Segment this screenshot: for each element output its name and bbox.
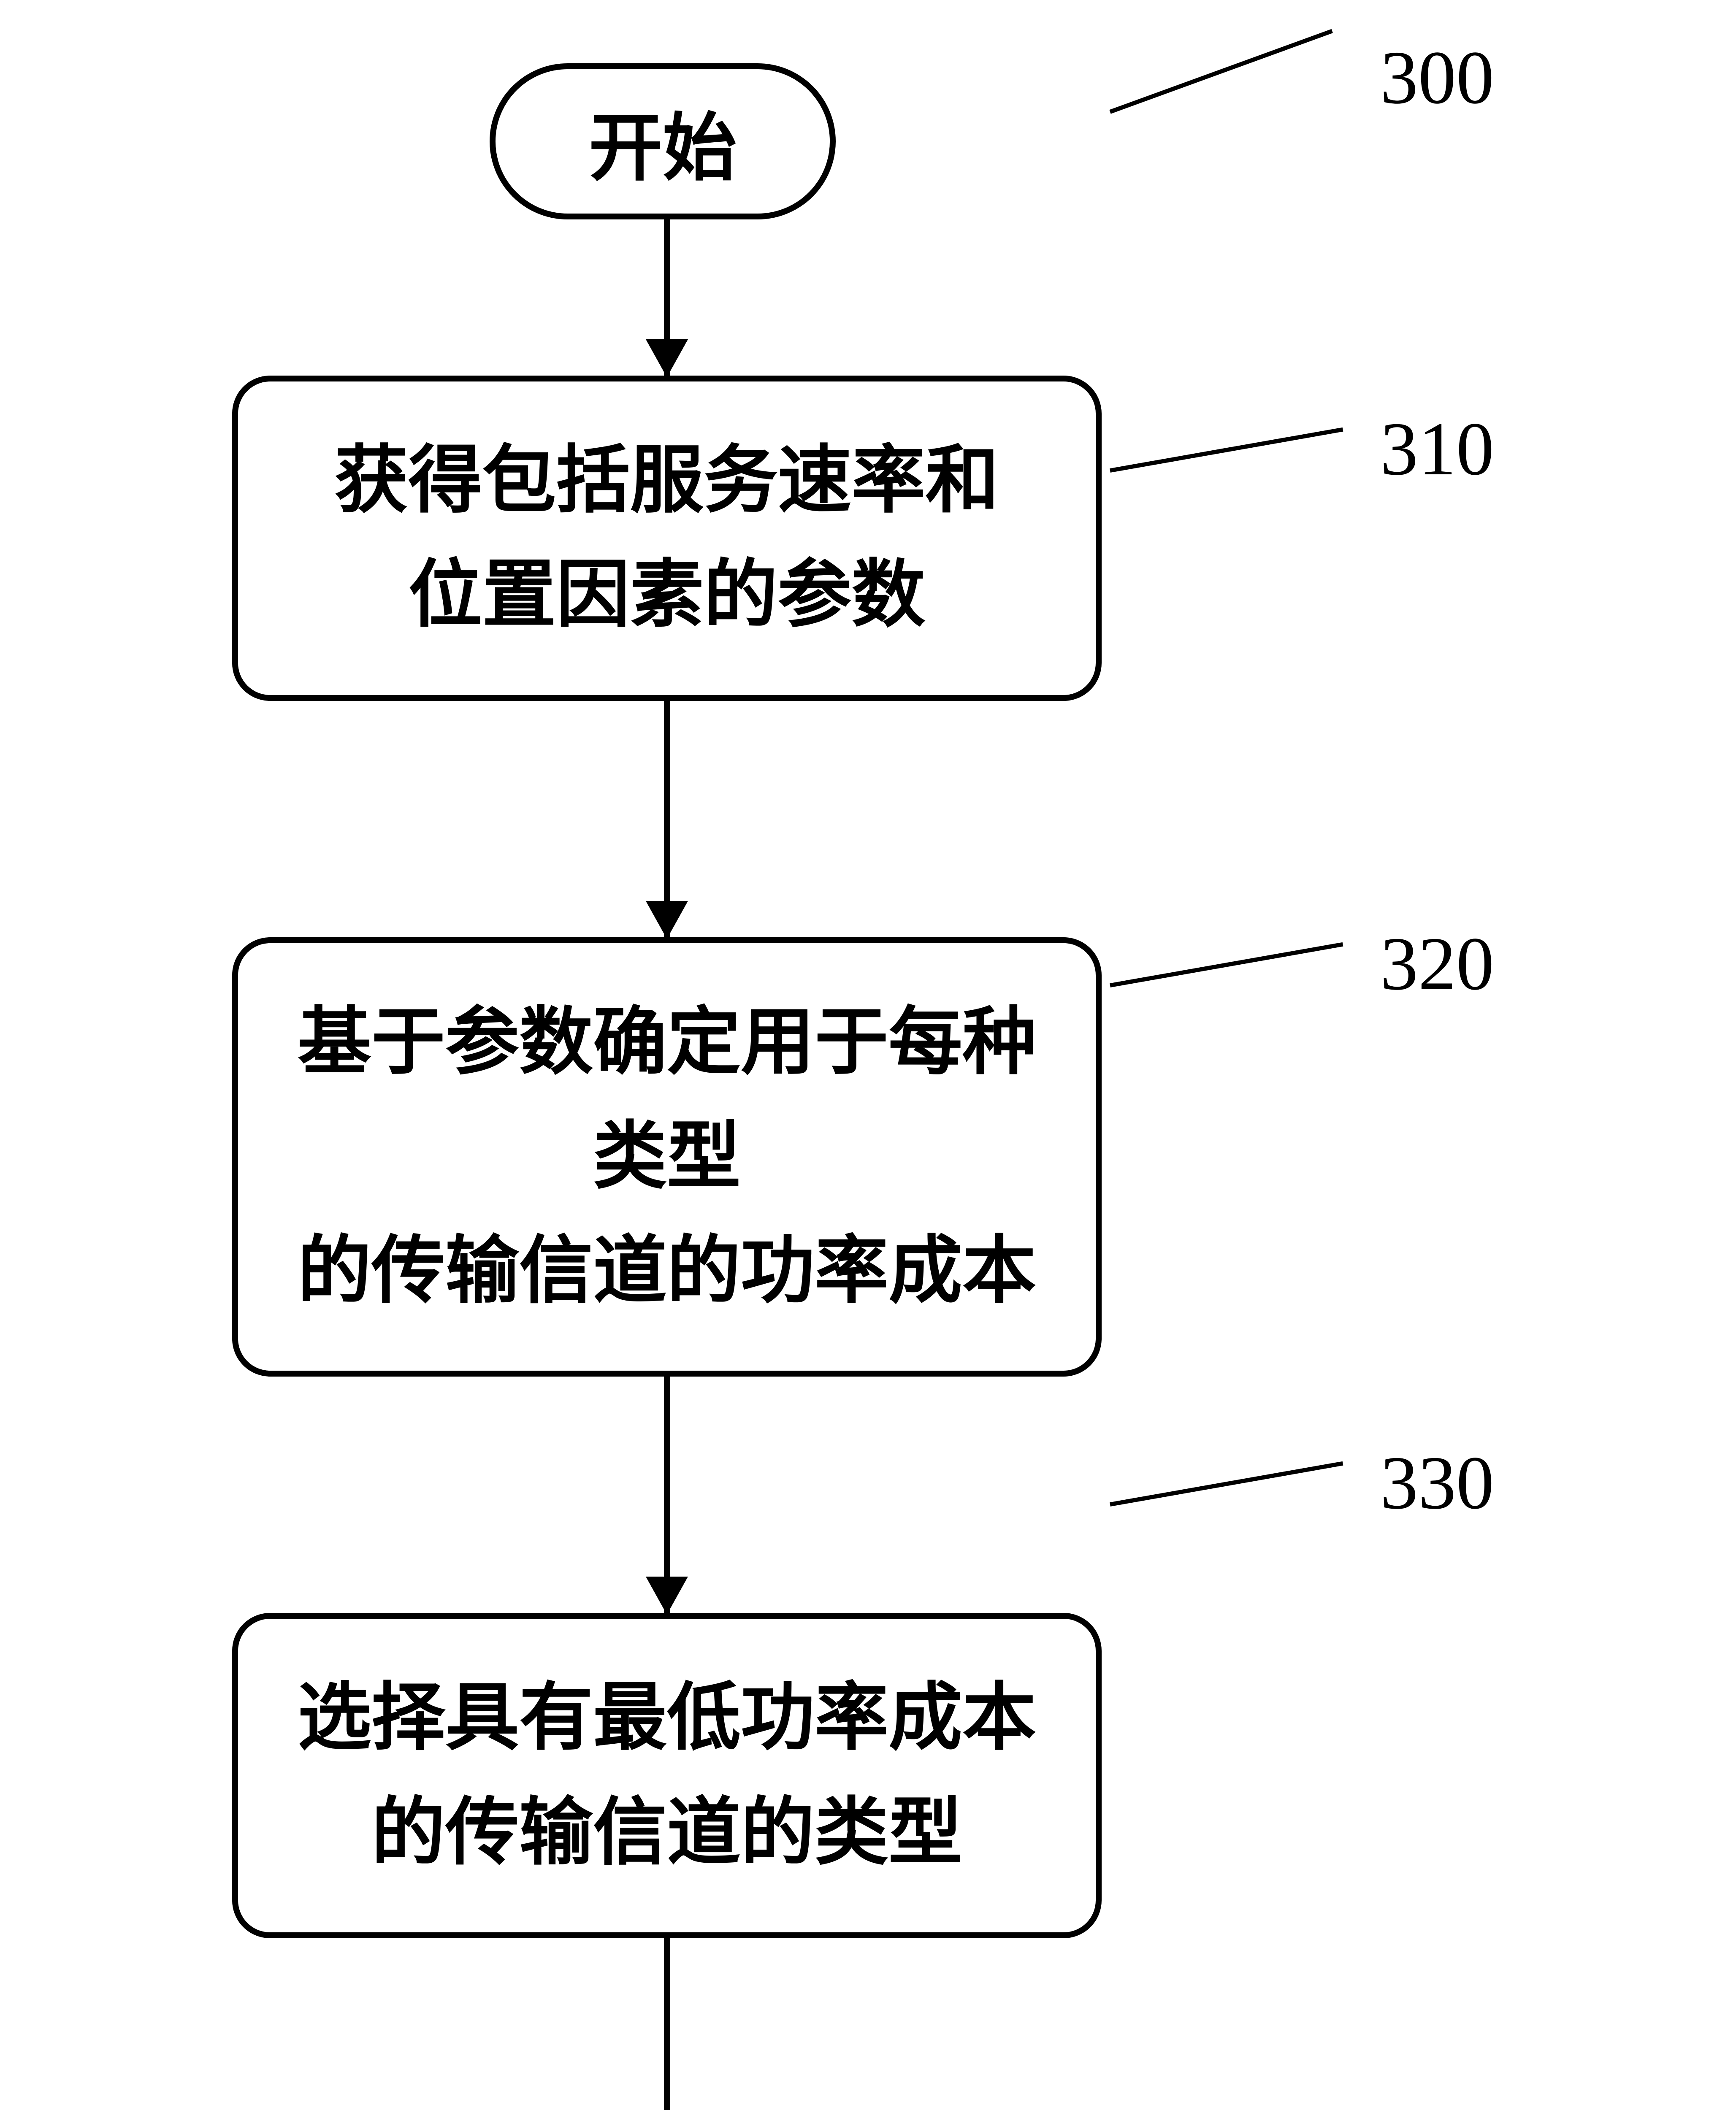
flowchart-container: 300 开始 获得包括服务速率和 位置因素的参数 310 基于参数确定用于每种类… [232,63,1583,2110]
arrow-1 [232,219,1102,376]
leader-line-310 [1110,427,1343,473]
step1-line2: 位置因素的参数 [409,554,926,636]
step3-ref-label: 330 [1380,1439,1494,1526]
leader-line-320 [1110,942,1343,987]
step3-node: 选择具有最低功率成本 的传输信道的类型 [232,1613,1102,1938]
step1-node: 获得包括服务速率和 位置因素的参数 [232,376,1102,701]
leader-line-300 [1109,29,1333,114]
arrow-2 [232,701,1102,937]
start-label: 开始 [589,88,737,195]
arrow-4 [232,1938,1102,2110]
step1-ref-label: 310 [1380,405,1494,492]
step1-line1: 获得包括服务速率和 [335,440,999,522]
leader-line-330 [1110,1461,1343,1507]
step2-line1: 基于参数确定用于每种类型 [298,1001,1036,1198]
step3-line2: 的传输信道的类型 [371,1792,962,1874]
arrow-3 [232,1377,1102,1613]
step2-node: 基于参数确定用于每种类型 的传输信道的功率成本 [232,937,1102,1377]
step3-line1: 选择具有最低功率成本 [298,1677,1036,1759]
diagram-ref-label: 300 [1380,34,1494,121]
start-node: 开始 [490,63,836,219]
step2-ref-label: 320 [1380,920,1494,1007]
step2-line2: 的传输信道的功率成本 [298,1230,1036,1312]
